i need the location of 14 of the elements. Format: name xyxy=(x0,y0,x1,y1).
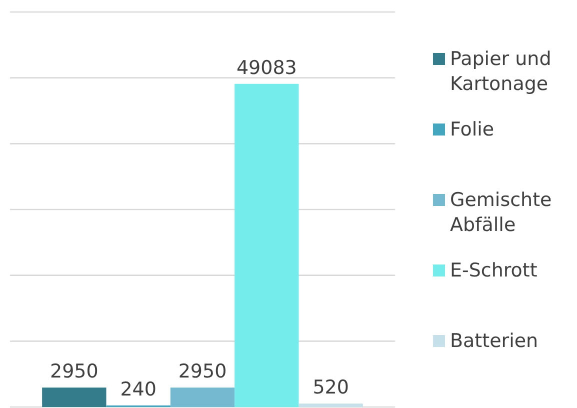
legend-label: Gemischte Abfälle xyxy=(450,189,552,236)
bar xyxy=(234,84,299,407)
bar xyxy=(170,388,235,407)
legend-label: Batterien xyxy=(450,330,538,352)
legend-label: Papier und Kartonage xyxy=(450,48,552,95)
legend-label: Folie xyxy=(450,118,494,140)
data-label: 2950 xyxy=(178,360,227,383)
legend-label: E-Schrott xyxy=(450,260,538,282)
data-label: 2950 xyxy=(50,360,98,383)
bar xyxy=(42,388,106,407)
data-label: 520 xyxy=(312,376,349,399)
data-label: 49083 xyxy=(236,56,297,79)
bar xyxy=(298,404,363,407)
data-label: 240 xyxy=(120,378,156,400)
